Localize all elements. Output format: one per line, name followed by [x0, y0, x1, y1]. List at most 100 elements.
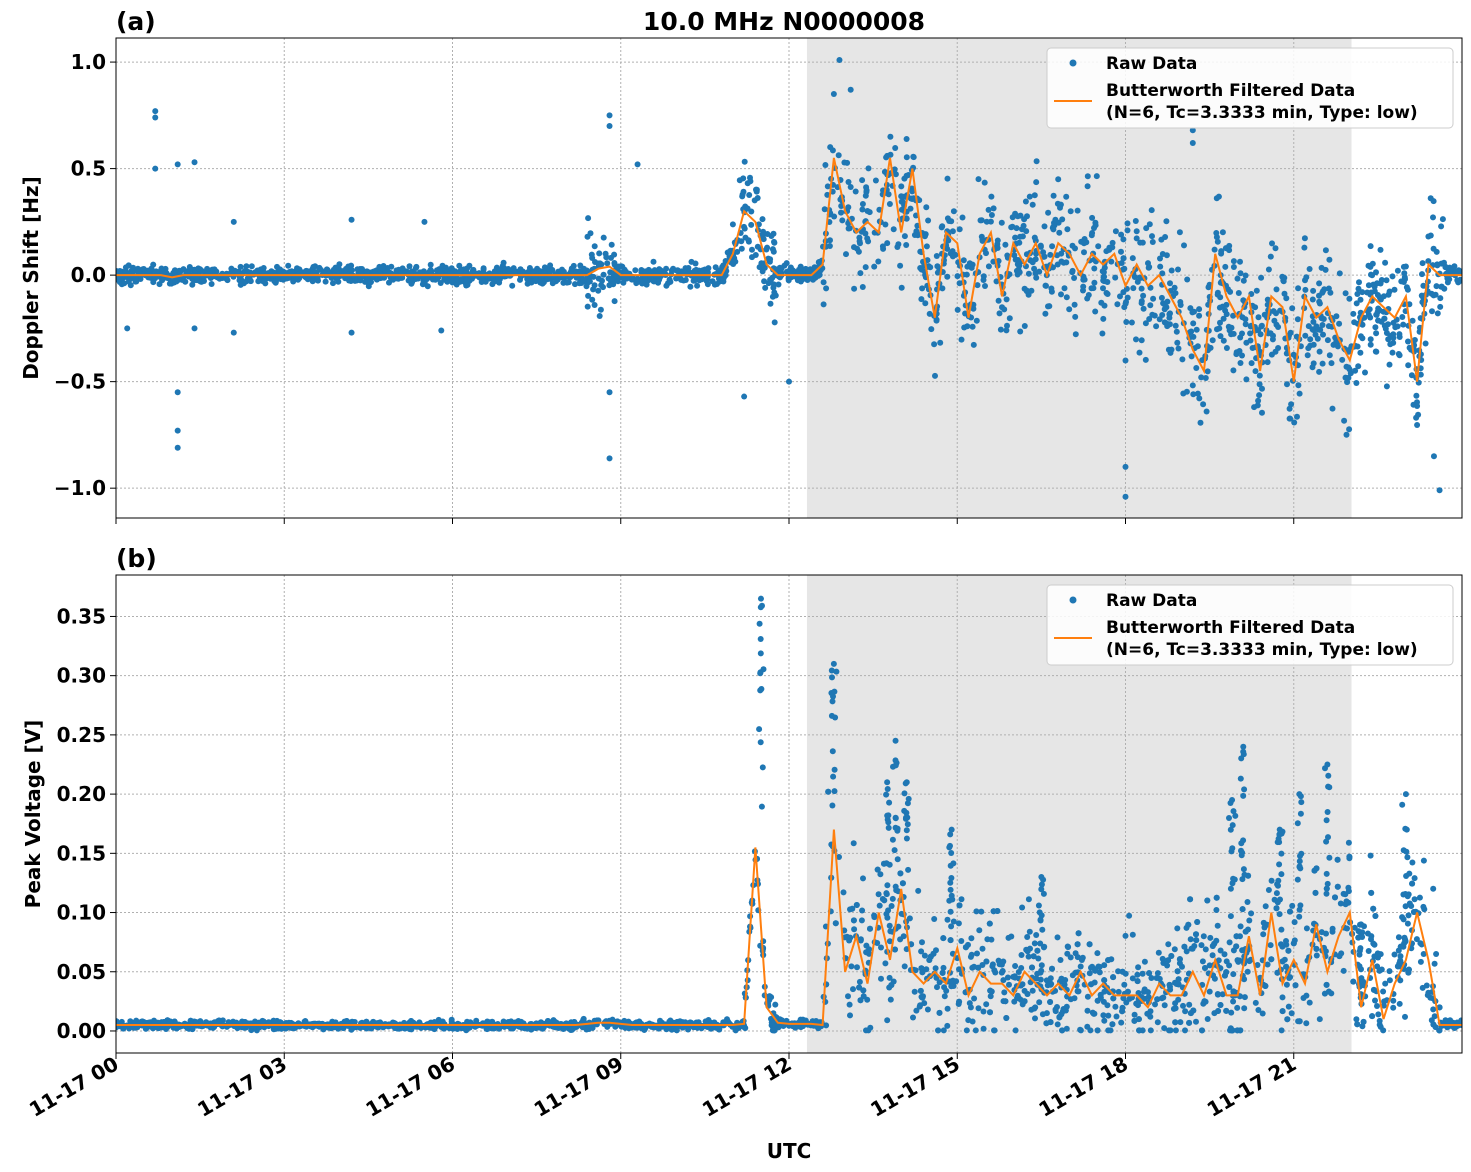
raw-point [1024, 991, 1031, 997]
raw-point [1239, 352, 1245, 359]
raw-point [1155, 949, 1162, 956]
raw-point [1086, 970, 1093, 977]
raw-point [1150, 295, 1157, 302]
raw-point [1049, 243, 1056, 250]
raw-point [975, 964, 982, 971]
raw-point [1377, 246, 1384, 253]
raw-point [1029, 987, 1036, 994]
raw-point [348, 216, 355, 223]
raw-point [875, 891, 882, 898]
raw-point [1230, 264, 1237, 270]
raw-point [1247, 330, 1254, 337]
raw-point [1115, 988, 1122, 995]
raw-point [845, 225, 852, 232]
raw-point [761, 278, 768, 285]
raw-point [174, 427, 181, 434]
raw-point [886, 861, 893, 868]
raw-point [768, 1019, 775, 1026]
raw-point [691, 277, 698, 284]
raw-point [729, 221, 736, 228]
raw-point [988, 212, 995, 218]
raw-point [1047, 999, 1054, 1005]
raw-point [1367, 341, 1374, 348]
raw-point [290, 278, 297, 285]
raw-point [1312, 889, 1319, 896]
raw-point [787, 264, 794, 271]
raw-point [850, 917, 857, 924]
raw-point [1253, 287, 1260, 294]
raw-point [1313, 952, 1320, 959]
raw-point [850, 840, 857, 847]
raw-point [1084, 1007, 1091, 1014]
raw-point [591, 243, 598, 250]
raw-point [1174, 925, 1181, 932]
raw-point [439, 1018, 446, 1025]
raw-point [564, 279, 570, 286]
raw-point [208, 281, 215, 287]
raw-point [1198, 374, 1205, 381]
raw-point [1037, 242, 1044, 249]
raw-point [833, 668, 840, 675]
raw-point [829, 674, 835, 681]
raw-point [153, 268, 160, 275]
raw-point [1149, 239, 1156, 245]
raw-point [1268, 877, 1275, 884]
raw-point [1256, 381, 1263, 388]
raw-point [1092, 308, 1099, 315]
raw-point [1126, 912, 1133, 919]
raw-point [247, 277, 254, 284]
raw-point [1110, 974, 1117, 981]
raw-point [771, 319, 778, 326]
raw-point [882, 960, 889, 967]
raw-point [1346, 853, 1353, 860]
raw-point [1039, 1011, 1046, 1018]
raw-point [603, 254, 610, 261]
raw-point [161, 1019, 167, 1025]
raw-point [1119, 968, 1126, 975]
raw-point [193, 274, 200, 281]
raw-point [901, 175, 908, 182]
raw-point [756, 620, 763, 627]
raw-point [124, 325, 131, 332]
raw-point [463, 277, 470, 284]
raw-point [1424, 992, 1431, 999]
raw-point [1267, 942, 1274, 949]
raw-point [1374, 963, 1381, 970]
raw-point [976, 927, 983, 934]
raw-point [1104, 291, 1111, 297]
raw-point [941, 993, 948, 1000]
raw-point [1386, 977, 1393, 984]
raw-point [460, 1025, 467, 1031]
raw-point [1149, 233, 1155, 240]
raw-point [878, 975, 884, 982]
y-tick-label: 0.0 [71, 263, 106, 287]
raw-point [1241, 994, 1248, 1001]
raw-point [1242, 928, 1249, 935]
raw-point [1404, 286, 1411, 293]
raw-point [990, 908, 997, 915]
raw-point [1129, 931, 1136, 938]
raw-point [1413, 392, 1420, 399]
raw-point [1287, 415, 1294, 422]
raw-point [732, 258, 739, 265]
raw-point [1061, 981, 1068, 988]
raw-point [549, 267, 556, 273]
raw-point [1397, 953, 1404, 960]
raw-point [1258, 274, 1265, 281]
raw-point [1084, 993, 1091, 1000]
raw-point [1252, 368, 1259, 375]
raw-point [1194, 343, 1201, 350]
raw-point [809, 1018, 816, 1025]
raw-point [1247, 337, 1254, 344]
raw-point [894, 244, 901, 250]
raw-point [1122, 463, 1129, 470]
raw-point [1031, 192, 1038, 199]
raw-point [987, 987, 994, 994]
raw-point [1283, 981, 1290, 988]
raw-point [1054, 1021, 1061, 1028]
raw-point [1233, 943, 1240, 950]
raw-point [1430, 198, 1437, 205]
raw-point [1420, 951, 1427, 957]
raw-point [831, 688, 838, 695]
